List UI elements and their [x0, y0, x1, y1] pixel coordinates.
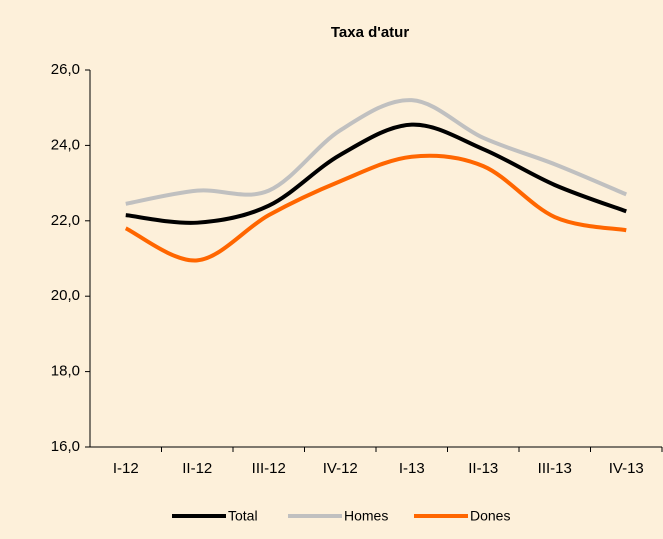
y-tick-label: 18,0: [51, 363, 80, 380]
y-tick-label: 24,0: [51, 136, 80, 153]
y-tick-label: 16,0: [51, 438, 80, 455]
legend-label: Total: [228, 508, 258, 524]
line-series: [124, 153, 627, 263]
chart-title: Taxa d'atur: [331, 24, 409, 41]
x-tick-label: I-13: [399, 460, 425, 477]
line-series: [125, 122, 627, 225]
x-tick-label: III-13: [538, 460, 572, 477]
y-tick-label: 20,0: [51, 287, 80, 304]
legend-label: Homes: [344, 508, 388, 524]
line-series: [125, 98, 628, 206]
y-tick-label: 22,0: [51, 212, 80, 229]
x-tick-label: IV-12: [323, 460, 358, 477]
x-tick-label: II-13: [468, 460, 498, 477]
y-tick-label: 26,0: [51, 61, 80, 78]
x-tick-label: I-12: [113, 460, 139, 477]
x-tick-label: II-12: [182, 460, 212, 477]
x-tick-label: IV-13: [609, 460, 644, 477]
x-tick-label: III-12: [252, 460, 286, 477]
legend-label: Dones: [470, 508, 510, 524]
